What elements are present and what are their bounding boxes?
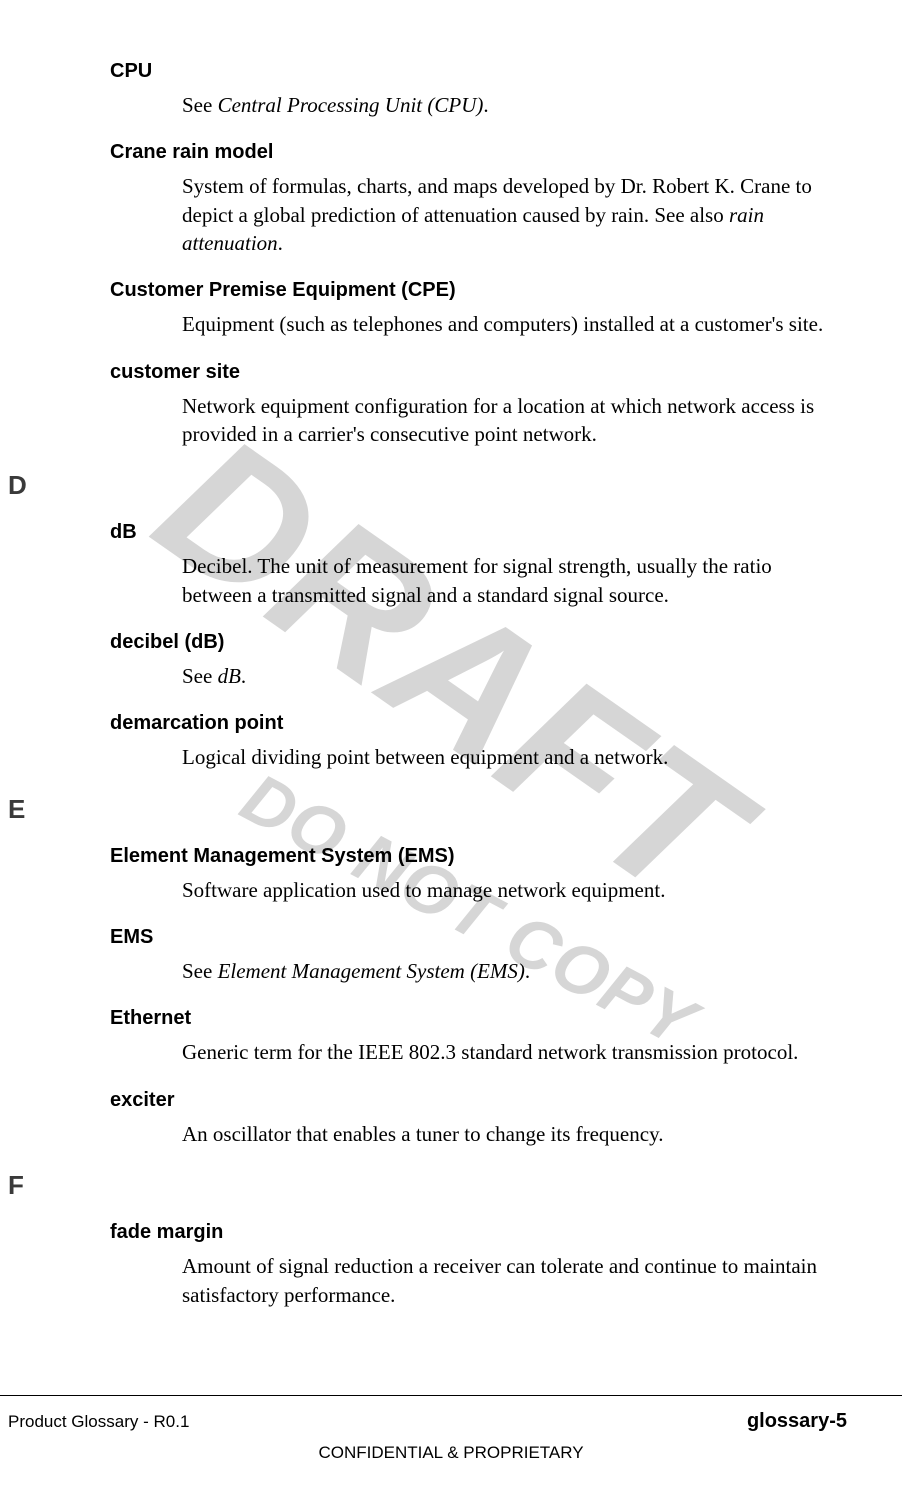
glossary-term: exciter	[110, 1089, 847, 1112]
glossary-term: Crane rain model	[110, 141, 847, 164]
footer-confidential: CONFIDENTIAL & PROPRIETARY	[0, 1443, 902, 1463]
footer-left-text: Product Glossary - R0.1	[8, 1412, 189, 1432]
glossary-entry: dB Decibel. The unit of measurement for s…	[110, 521, 847, 609]
glossary-definition: Generic term for the IEEE 802.3 standard…	[182, 1038, 837, 1066]
glossary-definition: See dB.	[182, 662, 837, 690]
glossary-definition: See Central Processing Unit (CPU).	[182, 91, 837, 119]
glossary-definition: Decibel. The unit of measurement for sig…	[182, 552, 837, 609]
glossary-definition: Network equipment configuration for a lo…	[182, 392, 837, 449]
glossary-term: demarcation point	[110, 712, 847, 735]
glossary-entry: Crane rain model System of formulas, char…	[110, 141, 847, 257]
glossary-term: Customer Premise Equipment (CPE)	[110, 279, 847, 302]
glossary-entry: exciter An oscillator that enables a tune…	[110, 1089, 847, 1148]
section-letter-d: D	[8, 470, 847, 501]
section-letter-f: F	[8, 1170, 847, 1201]
glossary-term: EMS	[110, 926, 847, 949]
glossary-entry: fade margin Amount of signal reduction a …	[110, 1221, 847, 1309]
glossary-definition: See Element Management System (EMS).	[182, 957, 837, 985]
glossary-definition: Logical dividing point between equipment…	[182, 743, 837, 771]
glossary-entry: CPU See Central Processing Unit (CPU).	[110, 60, 847, 119]
page-footer: Product Glossary - R0.1 glossary-5 CONFI…	[0, 1395, 902, 1463]
glossary-definition: Equipment (such as telephones and comput…	[182, 310, 837, 338]
glossary-entry: decibel (dB) See dB.	[110, 631, 847, 690]
glossary-definition: Software application used to manage netw…	[182, 876, 837, 904]
glossary-term: CPU	[110, 60, 847, 83]
glossary-term: Element Management System (EMS)	[110, 845, 847, 868]
glossary-term: dB	[110, 521, 847, 544]
glossary-definition: System of formulas, charts, and maps dev…	[182, 172, 837, 257]
glossary-definition: An oscillator that enables a tuner to ch…	[182, 1120, 837, 1148]
glossary-term: Ethernet	[110, 1007, 847, 1030]
glossary-definition: Amount of signal reduction a receiver ca…	[182, 1252, 837, 1309]
glossary-entry: Customer Premise Equipment (CPE) Equipmen…	[110, 279, 847, 338]
section-letter-e: E	[8, 794, 847, 825]
footer-page-number: glossary-5	[747, 1410, 847, 1433]
glossary-entry: EMS See Element Management System (EMS).	[110, 926, 847, 985]
glossary-entry: Ethernet Generic term for the IEEE 802.3 …	[110, 1007, 847, 1066]
glossary-entry: demarcation point Logical dividing point …	[110, 712, 847, 771]
glossary-entry: customer site Network equipment configura…	[110, 361, 847, 449]
glossary-content: CPU See Central Processing Unit (CPU). Cra…	[0, 60, 847, 1309]
glossary-term: customer site	[110, 361, 847, 384]
glossary-term: decibel (dB)	[110, 631, 847, 654]
glossary-term: fade margin	[110, 1221, 847, 1244]
glossary-entry: Element Management System (EMS) Software …	[110, 845, 847, 904]
